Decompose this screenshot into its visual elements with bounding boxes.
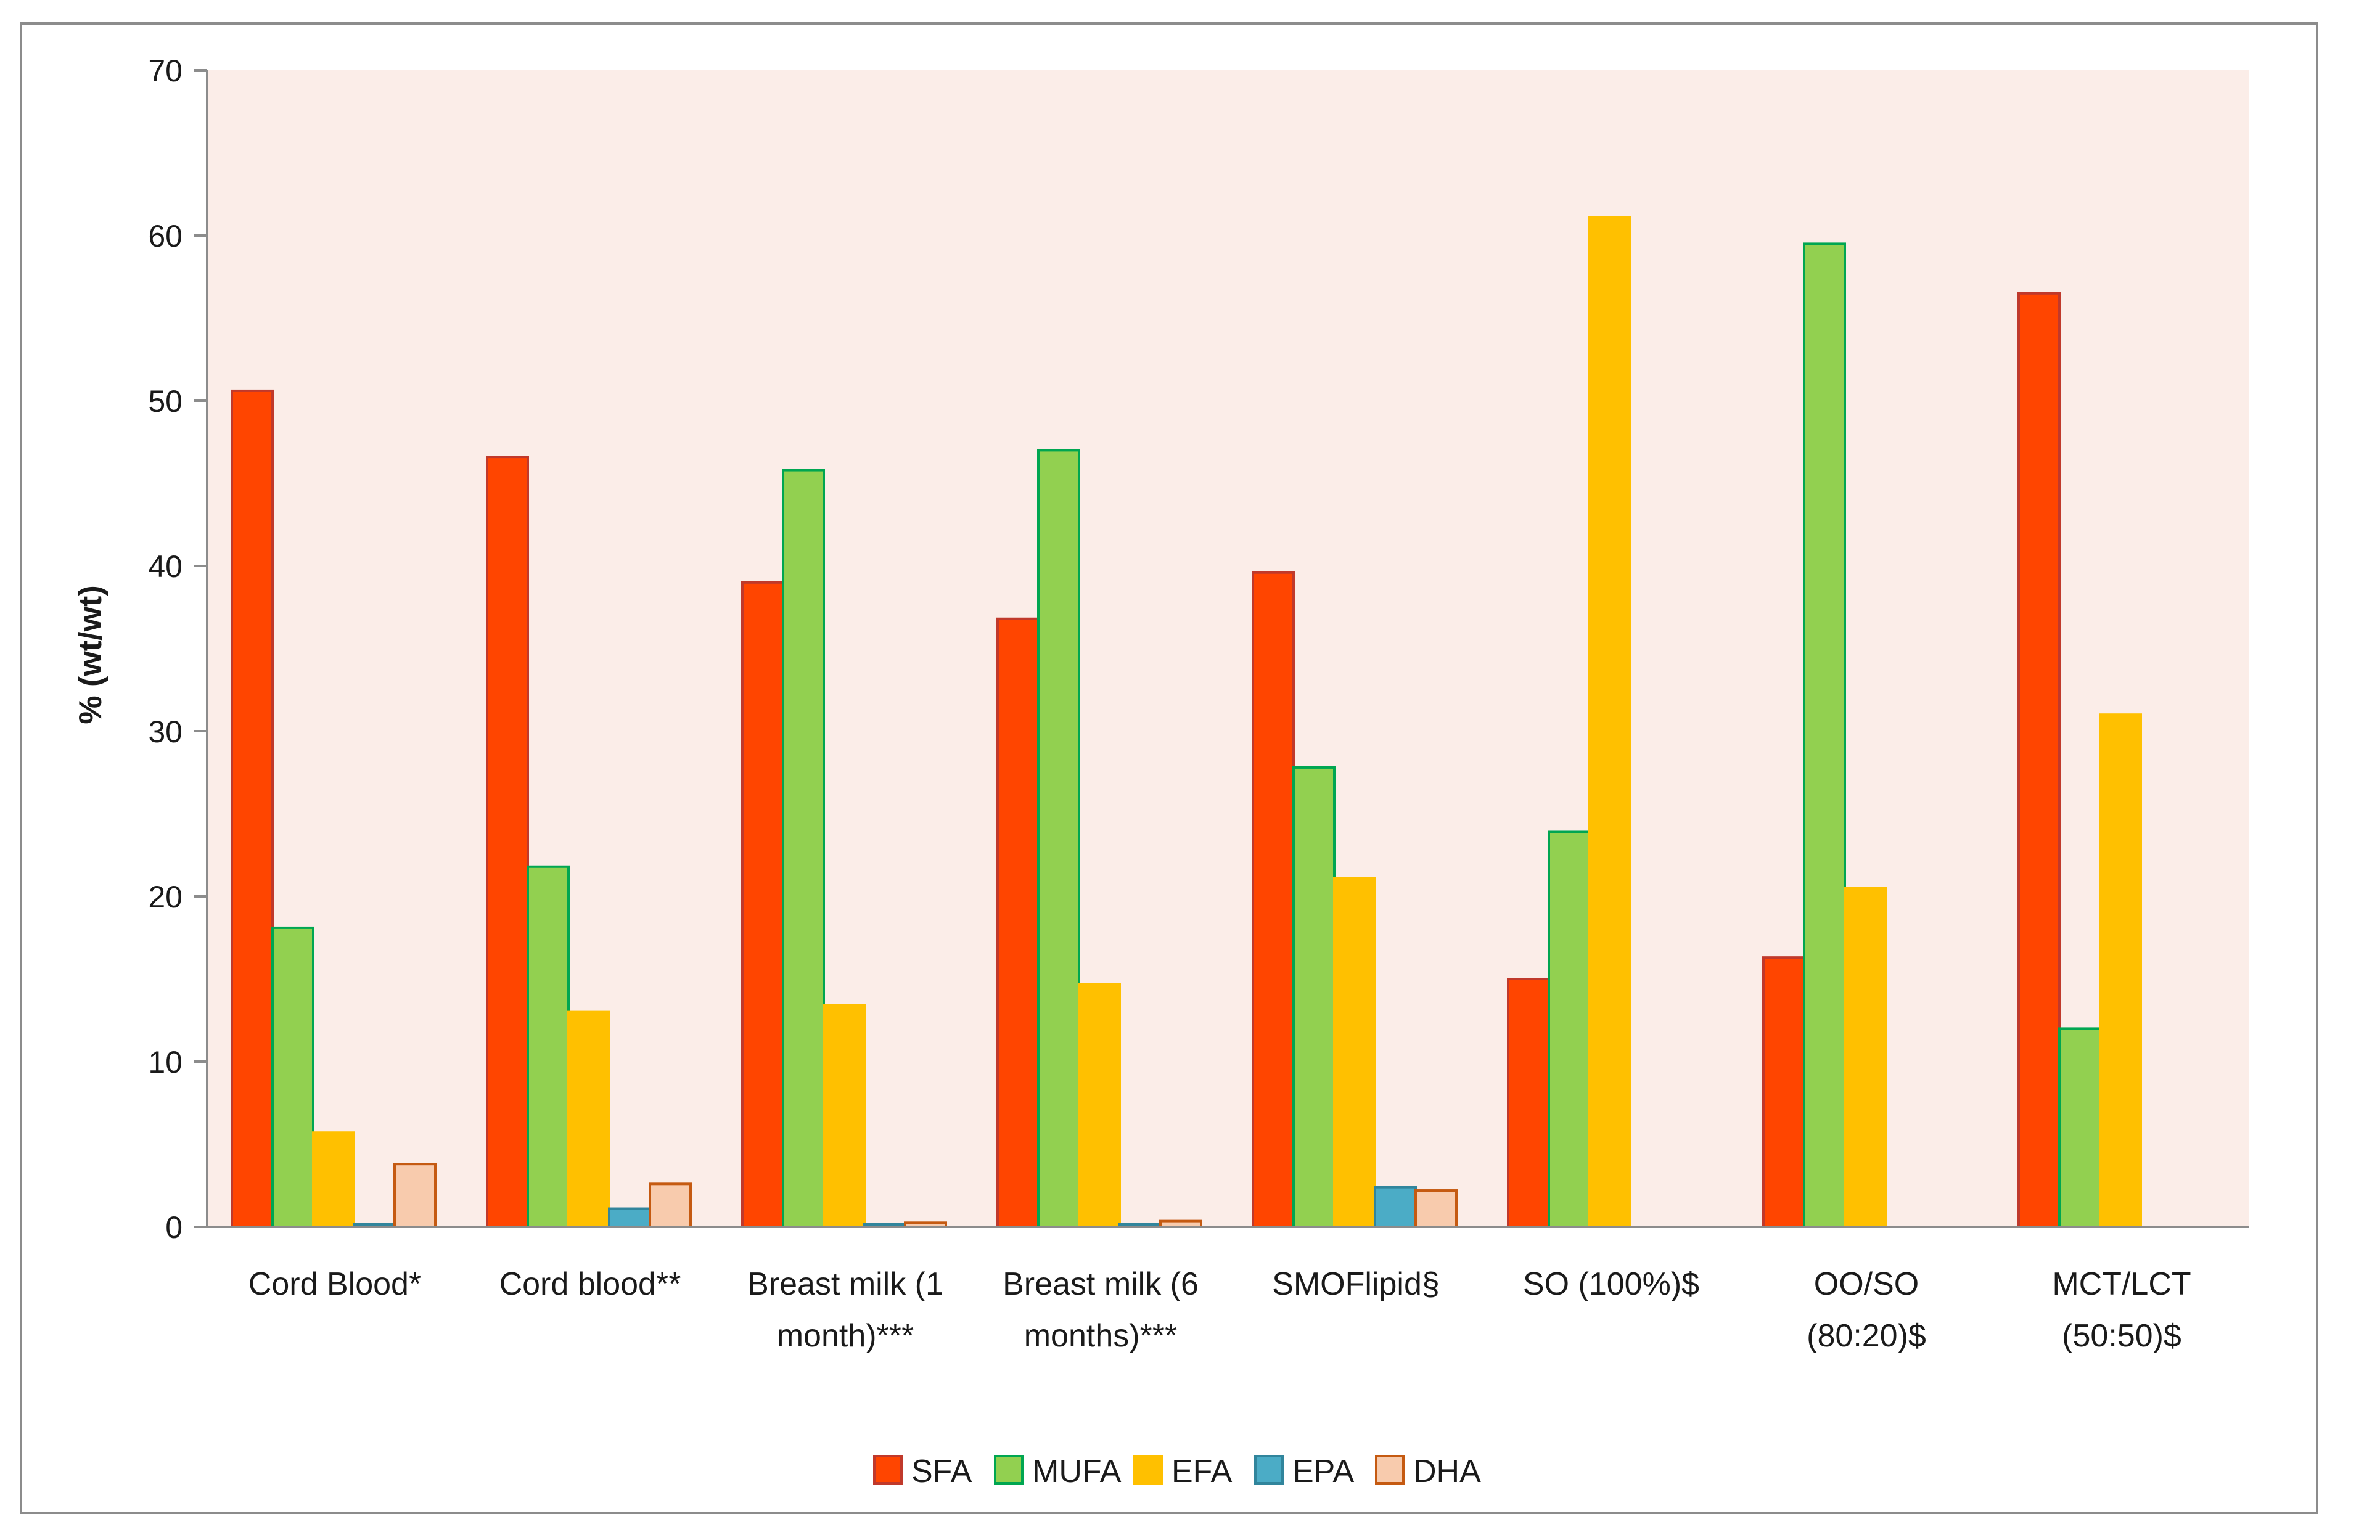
y-tick-label: 50	[148, 384, 183, 419]
legend-item-sfa: SFA	[873, 1454, 972, 1489]
legend-label: SFA	[911, 1454, 972, 1489]
legend-label: DHA	[1413, 1454, 1481, 1489]
x-tick-label: OO/SO (80:20)$	[1807, 1266, 1926, 1354]
bar-efa-4	[1078, 983, 1121, 1229]
legend-item-mufa: MUFA	[994, 1454, 1122, 1489]
x-tick-label: SO (100%)$	[1523, 1266, 1699, 1302]
y-tick-label: 40	[148, 549, 183, 584]
bar-efa-2	[567, 1010, 610, 1228]
bar-sfa-2	[486, 456, 529, 1228]
bar-efa-7	[1844, 887, 1887, 1228]
legend-item-epa: EPA	[1254, 1454, 1355, 1489]
x-tick-label: Breast milk (6 months)***	[1003, 1266, 1199, 1354]
bar-mufa-3	[782, 469, 825, 1228]
bar-sfa-5	[1252, 571, 1295, 1228]
legend-swatch	[994, 1455, 1024, 1485]
bar-sfa-8	[2017, 292, 2061, 1228]
bar-sfa-3	[741, 581, 784, 1228]
x-tick-label: Breast milk (1 month)***	[747, 1266, 943, 1354]
bar-dha-5	[1414, 1189, 1458, 1229]
x-tick-label: Cord blood**	[499, 1266, 681, 1302]
x-tick-label: MCT/LCT (50:50)$	[2052, 1266, 2191, 1354]
bar-dha-1	[393, 1163, 437, 1229]
chart-frame: 0 10 20 30 40 50 60 70 Cord Blood* Cord blood** B…	[20, 22, 2318, 1514]
y-tick-label: 30	[148, 715, 183, 749]
x-tick-label: Cord Blood*	[248, 1266, 421, 1302]
bar-mufa-4	[1037, 449, 1080, 1228]
bar-mufa-1	[271, 926, 314, 1229]
bar-efa-1	[312, 1131, 355, 1228]
bar-efa-5	[1333, 877, 1376, 1228]
x-tick-label: SMOFlipid§	[1272, 1266, 1440, 1302]
y-tick-label: 10	[148, 1045, 183, 1079]
bar-sfa-7	[1762, 956, 1805, 1229]
legend-item-efa: EFA	[1133, 1454, 1233, 1489]
bar-efa-6	[1588, 216, 1631, 1228]
bar-mufa-6	[1548, 830, 1591, 1228]
y-axis-label: % (wt/wt)	[73, 585, 109, 724]
legend-label: EPA	[1292, 1454, 1355, 1489]
bar-epa-5	[1374, 1186, 1417, 1229]
bar-mufa-7	[1803, 242, 1846, 1228]
legend-swatch	[1133, 1455, 1163, 1485]
bar-efa-8	[2099, 713, 2142, 1228]
legend-item-dha: DHA	[1375, 1454, 1481, 1489]
legend: SFA MUFA EFA EPA DHA	[873, 1454, 1481, 1489]
bar-mufa-8	[2058, 1027, 2101, 1229]
legend-swatch	[1254, 1455, 1284, 1485]
bar-dha-2	[649, 1182, 692, 1228]
legend-swatch	[1375, 1455, 1405, 1485]
legend-label: MUFA	[1032, 1454, 1122, 1489]
bar-mufa-2	[527, 865, 570, 1228]
y-tick-label: 0	[165, 1210, 183, 1245]
legend-swatch	[873, 1455, 903, 1485]
bar-sfa-4	[996, 617, 1040, 1228]
y-tick-label: 60	[148, 219, 183, 253]
bar-epa-2	[608, 1207, 651, 1229]
legend-label: EFA	[1172, 1454, 1233, 1489]
bar-sfa-1	[231, 389, 274, 1228]
y-tick-label: 20	[148, 880, 183, 914]
y-tick-label: 70	[148, 54, 183, 88]
bar-sfa-6	[1507, 978, 1550, 1228]
bar-efa-3	[823, 1004, 866, 1228]
bar-mufa-5	[1292, 766, 1336, 1228]
bar-chart: 0 10 20 30 40 50 60 70 Cord Blood* Cord blood** B…	[73, 54, 2249, 1489]
